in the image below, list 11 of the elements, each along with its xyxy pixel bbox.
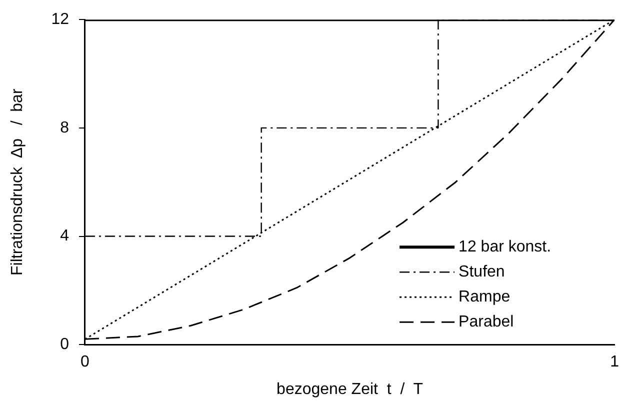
y-tick-label: 0: [60, 336, 70, 354]
y-tick-label: 12: [51, 11, 70, 28]
x-axis-title: bezogene Zeit t / T: [276, 380, 424, 398]
y-tick-label: 8: [60, 119, 70, 136]
x-tick-label: 1: [610, 354, 620, 371]
legend-label: Parabel: [458, 314, 514, 331]
legend-label: 12 bar konst.: [458, 238, 552, 256]
legend-label: Stufen: [458, 264, 505, 281]
y-axis-title: Filtrationsdruck Δp / bar: [9, 88, 26, 276]
y-tick-label: 4: [60, 228, 70, 245]
legend-label: Rampe: [458, 288, 510, 306]
